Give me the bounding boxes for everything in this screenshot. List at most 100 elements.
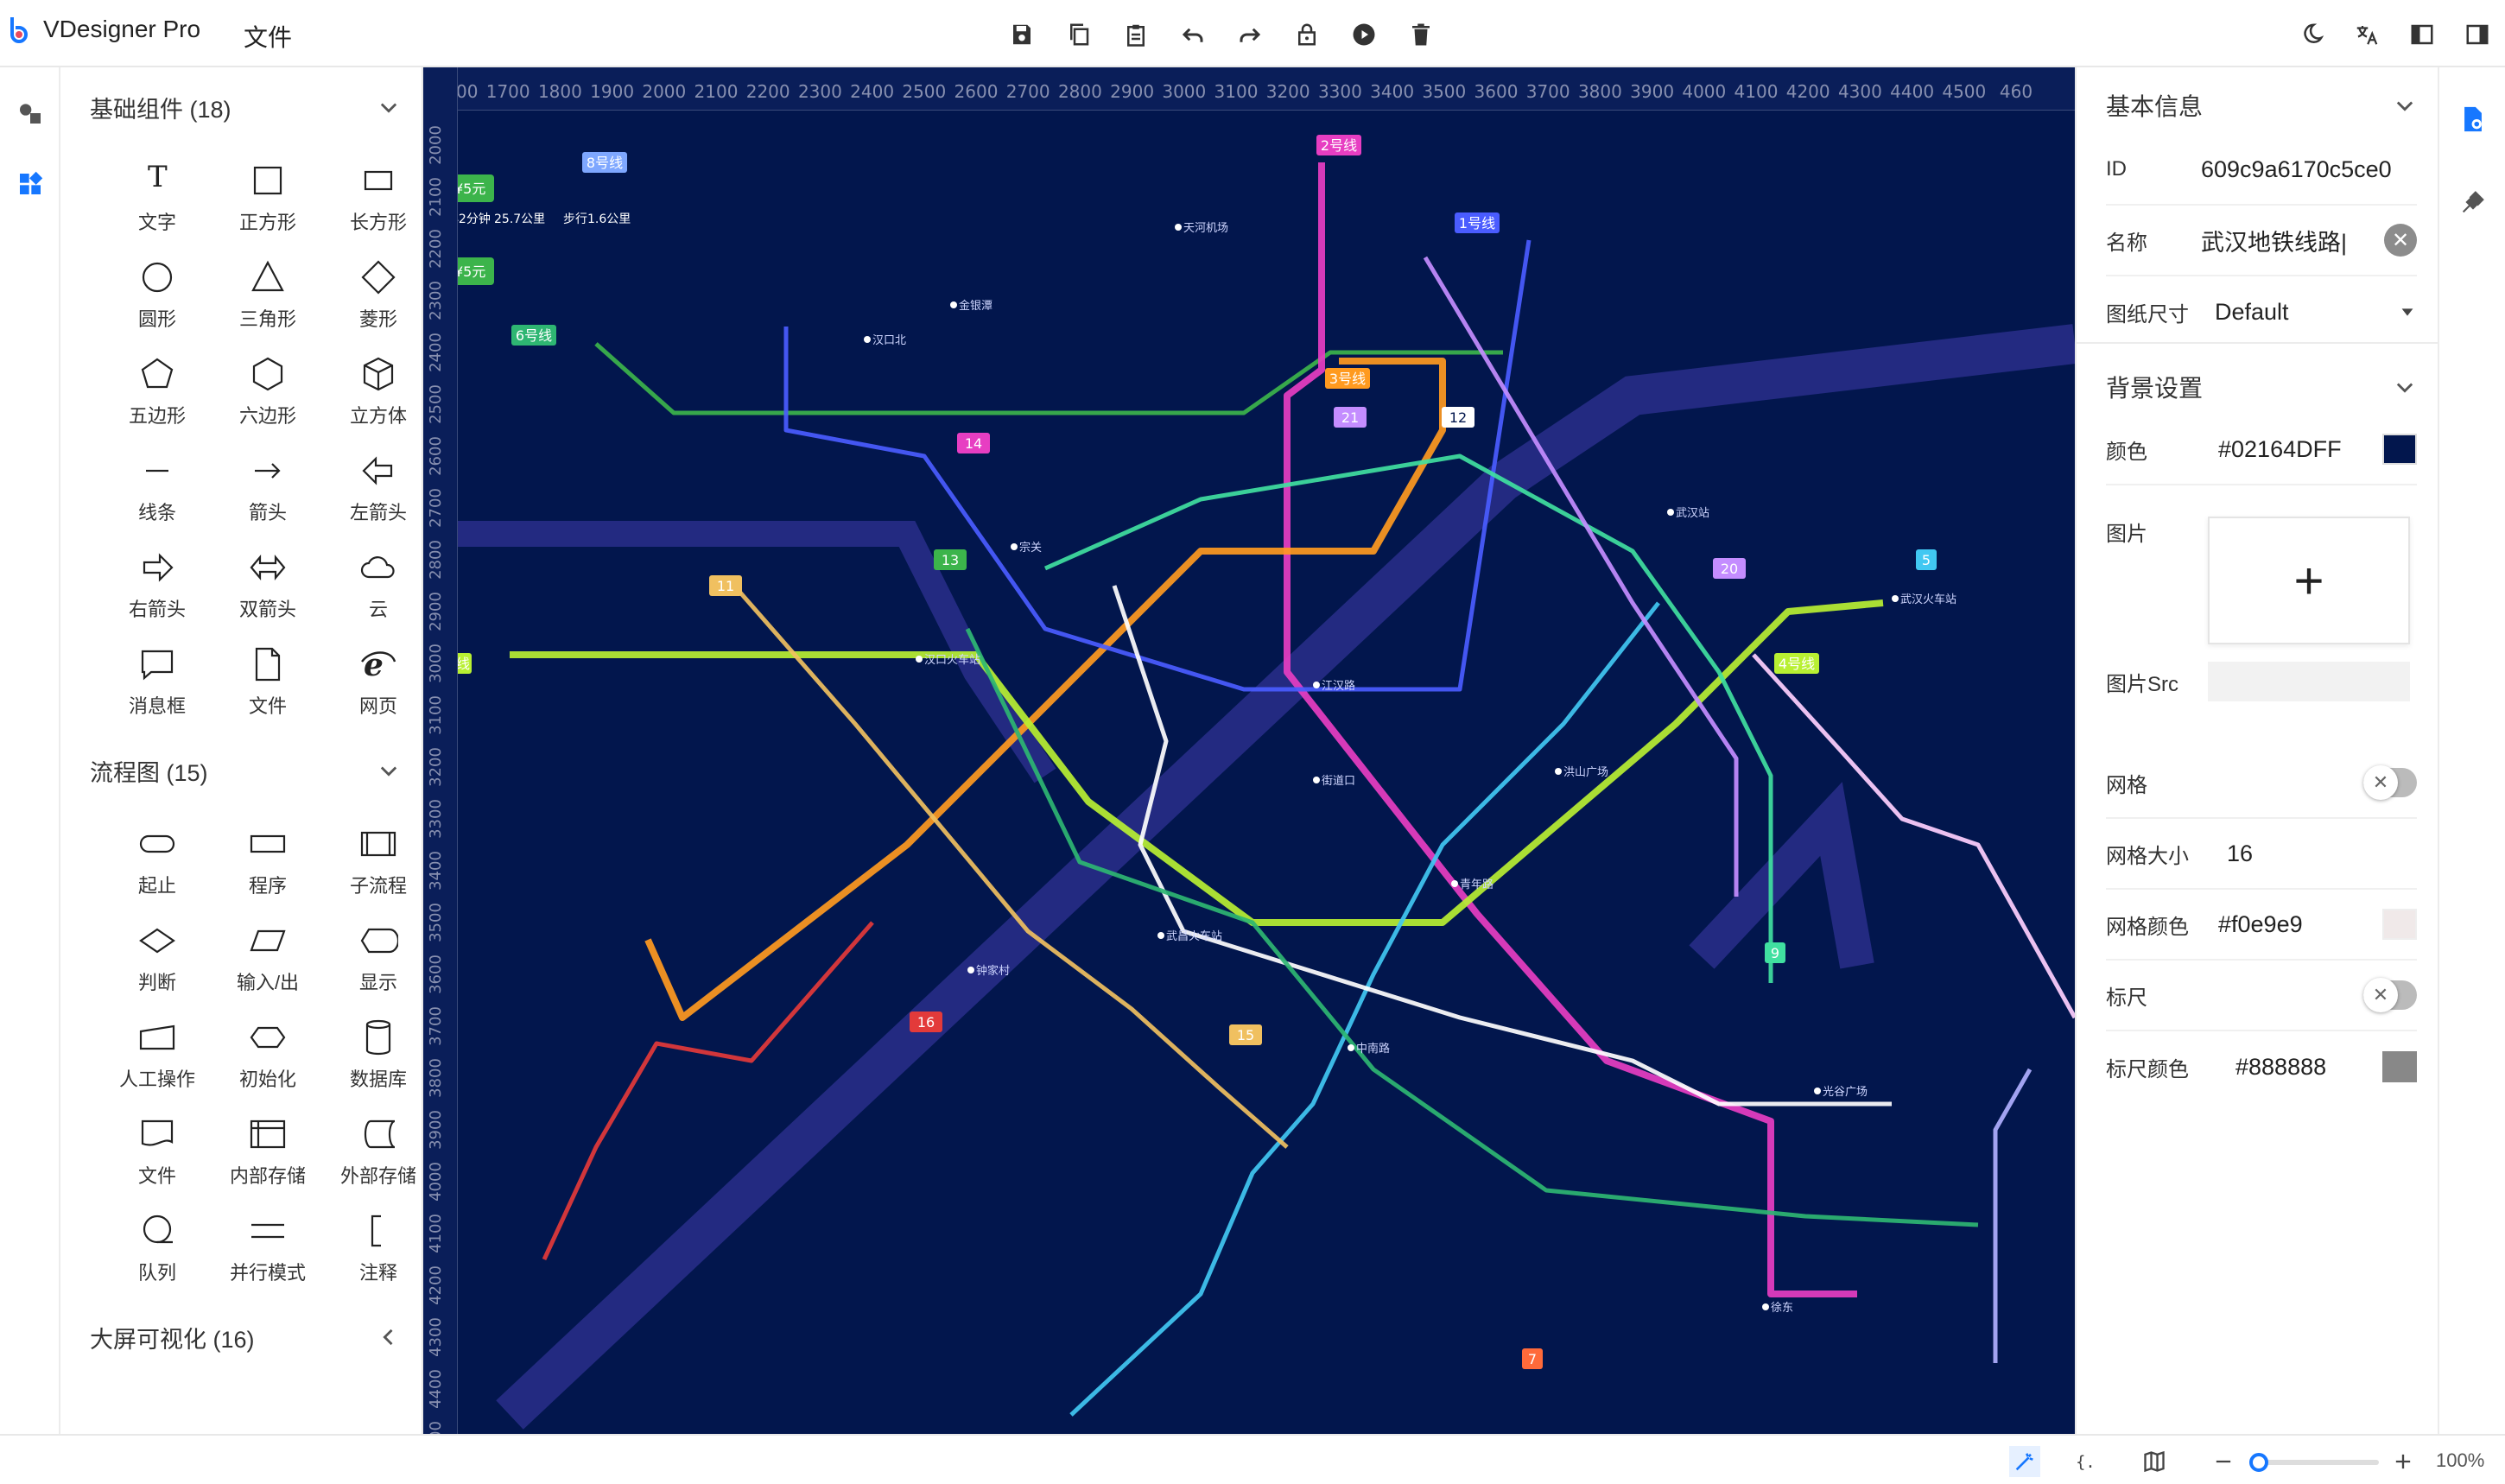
plugin-icon[interactable] [2439,161,2505,244]
right-panel-icon[interactable] [2450,16,2505,54]
component-cloud[interactable]: 云 [323,537,434,634]
flow-component-preparation[interactable]: 初始化 [212,1007,323,1104]
zoom-in-icon[interactable] [2388,1446,2419,1477]
components-icon[interactable] [0,149,60,219]
flow-component-manual-op[interactable]: 人工操作 [102,1007,212,1104]
left-panel-icon[interactable] [2394,16,2450,54]
file-menu[interactable]: 文件 [244,24,293,51]
flow-component-subprocess[interactable]: 子流程 [323,814,434,910]
flow-component-terminator[interactable]: 起止 [102,814,212,910]
component-file[interactable]: 文件 [212,634,323,731]
ruler-tick-label: 460 [1999,81,2033,102]
flow-component-annotation[interactable]: 注释 [323,1201,434,1297]
redo-icon[interactable] [1221,16,1278,54]
close-icon: ✕ [2363,978,2398,1012]
component-arrow[interactable]: 箭头 [212,441,323,537]
component-triangle[interactable]: 三角形 [212,247,323,344]
metro-line-1 [594,342,1503,415]
delete-icon[interactable] [1392,16,1449,54]
translate-icon[interactable] [2339,16,2394,54]
design-canvas[interactable]: 2号线8号线3号线1号线6号线阳逻线4号线1413111615202112759… [423,67,2075,1434]
save-icon[interactable] [993,16,1050,54]
component-double-arrow[interactable]: 双箭头 [212,537,323,634]
flow-component-process[interactable]: 程序 [212,814,323,910]
ruler-tick-label: 3700 [427,1006,445,1046]
flow-component-document[interactable]: 文件 [102,1104,212,1201]
image-upload[interactable]: + [2208,517,2410,644]
flow-component-external-storage[interactable]: 外部存储 [323,1104,434,1201]
flow-component-io[interactable]: 输入/出 [212,910,323,1007]
flow-component-queue[interactable]: 队列 [102,1201,212,1297]
metro-map[interactable]: 2号线8号线3号线1号线6号线阳逻线4号线1413111615202112759… [423,67,2075,1434]
line-badge-label: 11 [717,578,734,594]
component-text[interactable]: T 文字 [102,150,212,247]
metro-line-8 [1112,585,1892,1107]
external-storage-icon [364,1119,396,1149]
prop-id-value[interactable]: 609c9a6170c5ce0 [2201,155,2392,182]
prop-name-input[interactable]: 武汉地铁线路| [2201,229,2348,256]
lock-icon[interactable] [1278,16,1335,54]
line-badge [582,152,627,173]
basic-info-header[interactable]: 基本信息 [2106,79,2417,131]
paste-icon[interactable] [1107,16,1164,54]
component-left-arrow[interactable]: 左箭头 [323,441,434,537]
component-rectangle[interactable]: 长方形 [323,150,434,247]
play-icon[interactable] [1335,16,1392,54]
image-src-input[interactable] [2208,662,2410,701]
bg-settings-header[interactable]: 背景设置 [2106,361,2417,413]
zoom-slider[interactable] [2248,1453,2379,1472]
ruler-tick-label: 4300 [427,1317,445,1357]
prop-size-select[interactable]: Default [2215,298,2289,325]
magic-icon[interactable] [2009,1446,2040,1477]
map-icon[interactable] [2139,1446,2170,1477]
moon-icon[interactable] [2284,16,2339,54]
component-line[interactable]: 线条 [102,441,212,537]
line-badge [1455,212,1500,233]
grid-color-swatch[interactable] [2382,909,2417,940]
prop-grid-size-input[interactable]: 16 [2227,840,2254,866]
component-right-arrow[interactable]: 右箭头 [102,537,212,634]
layers-icon[interactable] [0,78,60,149]
component-label: 判断 [137,972,176,993]
component-label: 内部存储 [229,1165,306,1187]
prop-ruler-color-value[interactable]: #888888 [2235,1053,2327,1080]
component-message[interactable]: 消息框 [102,634,212,731]
group-flow-header[interactable]: 流程图 (15) [90,745,401,796]
group-basic-header[interactable]: 基础组件 (18) [90,81,401,133]
component-label: 线条 [137,502,176,523]
component-pentagon[interactable]: 五边形 [102,344,212,441]
copy-icon[interactable] [1050,16,1107,54]
station-label: 汉口北 [872,334,906,347]
flow-component-decision[interactable]: 判断 [102,910,212,1007]
flow-component-display[interactable]: 显示 [323,910,434,1007]
flow-component-internal-storage[interactable]: 内部存储 [212,1104,323,1201]
component-circle[interactable]: 圆形 [102,247,212,344]
caret-down-icon[interactable] [2398,302,2417,321]
group-bigscreen-header[interactable]: 大屏可视化 (16) [90,1311,401,1363]
component-label: 队列 [137,1262,176,1284]
component-square[interactable]: 正方形 [212,150,323,247]
line-badge-label: 6号线 [516,327,552,344]
ruler-color-swatch[interactable] [2382,1051,2417,1082]
component-cube[interactable]: 立方体 [323,344,434,441]
flow-component-parallel[interactable]: 并行模式 [212,1201,323,1297]
component-hexagon[interactable]: 六边形 [212,344,323,441]
code-icon[interactable]: {..} [2071,1446,2102,1477]
ruler-toggle[interactable]: ✕ [2363,978,2417,1012]
zoom-out-icon[interactable] [2208,1446,2239,1477]
clear-icon[interactable]: ✕ [2384,224,2417,257]
line-badge [1916,549,1937,570]
grid-toggle[interactable]: ✕ [2363,765,2417,800]
prop-grid-color-value[interactable]: #f0e9e9 [2218,910,2303,937]
color-swatch[interactable] [2382,434,2417,465]
flow-component-database[interactable]: 数据库 [323,1007,434,1104]
page-settings-icon[interactable] [2439,78,2505,161]
line-badge [957,433,990,453]
zoom-slider-handle[interactable] [2248,1453,2268,1472]
prop-color-value[interactable]: #02164DFF [2218,435,2342,462]
undo-icon[interactable] [1164,16,1221,54]
prop-color-label: 颜色 [2106,440,2147,464]
plus-icon: + [2293,551,2324,610]
component-web[interactable]: e 网页 [323,634,434,731]
component-diamond[interactable]: 菱形 [323,247,434,344]
